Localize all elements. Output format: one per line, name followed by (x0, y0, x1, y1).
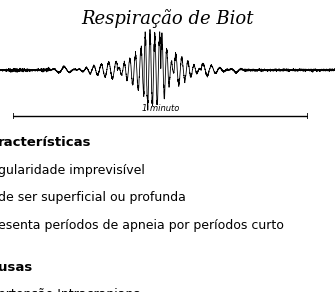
Text: Respiração de Biot: Respiração de Biot (81, 9, 254, 28)
Text: 1 minuto: 1 minuto (142, 104, 180, 113)
Text: de ser superficial ou profunda: de ser superficial ou profunda (0, 191, 186, 204)
Text: esenta períodos de apneia por períodos curto: esenta períodos de apneia por períodos c… (0, 219, 284, 232)
Text: racterísticas: racterísticas (0, 136, 92, 149)
Text: ertensão Intracraniana: ertensão Intracraniana (0, 288, 141, 292)
Text: gularidade imprevisível: gularidade imprevisível (0, 164, 145, 177)
Text: usas: usas (0, 260, 32, 274)
